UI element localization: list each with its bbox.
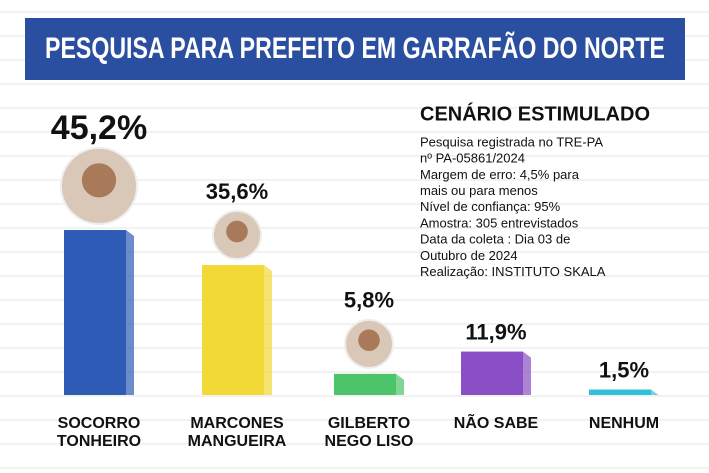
note-line: Data da coleta : Dia 03 de [420,232,570,247]
bar-side [126,230,134,395]
note-line: Outubro de 2024 [420,248,518,263]
bar [334,373,396,395]
bar [64,230,126,395]
x-tick-label: TONHEIRO [57,433,141,450]
x-tick-label: MANGUEIRA [188,433,287,450]
note-line: nº PA-05861/2024 [420,151,525,166]
x-tick-label: GILBERTO [328,415,410,432]
photo-face [358,329,380,352]
note-line: Amostra: 305 entrevistados [420,215,579,230]
value-label: 45,2% [51,109,147,147]
title-banner [25,18,685,80]
x-tick-label: SOCORRO [58,415,141,432]
value-label: 11,9% [465,319,526,344]
x-tick-label: NEGO LISO [325,433,414,450]
x-tick-label: MARCONES [190,415,284,432]
bar-side [264,265,272,395]
bar [461,351,523,395]
x-tick-label: NÃO SABE [454,412,539,432]
note-line: Pesquisa registrada no TRE-PA [420,134,603,149]
photo-face [226,220,248,243]
note-line: mais ou para menos [420,183,538,198]
bar-side [523,351,531,395]
value-label: 1,5% [599,357,649,382]
value-label: 5,8% [344,288,394,313]
note-line: Realização: INSTITUTO SKALA [420,264,606,279]
note-line: Nível de confiança: 95% [420,199,561,214]
value-label: 35,6% [206,179,268,204]
x-tick-label: NENHUM [589,415,659,432]
note-title: CENÁRIO ESTIMULADO [420,102,650,125]
photo-face [81,163,117,198]
bar-side [396,373,404,395]
chart-title: PESQUISA PARA PREFEITO EM GARRAFÃO DO NO… [45,31,665,65]
bar-side [651,389,659,396]
bar [202,265,264,395]
note-line: Margem de erro: 4,5% para [420,167,580,182]
bar [589,389,651,395]
